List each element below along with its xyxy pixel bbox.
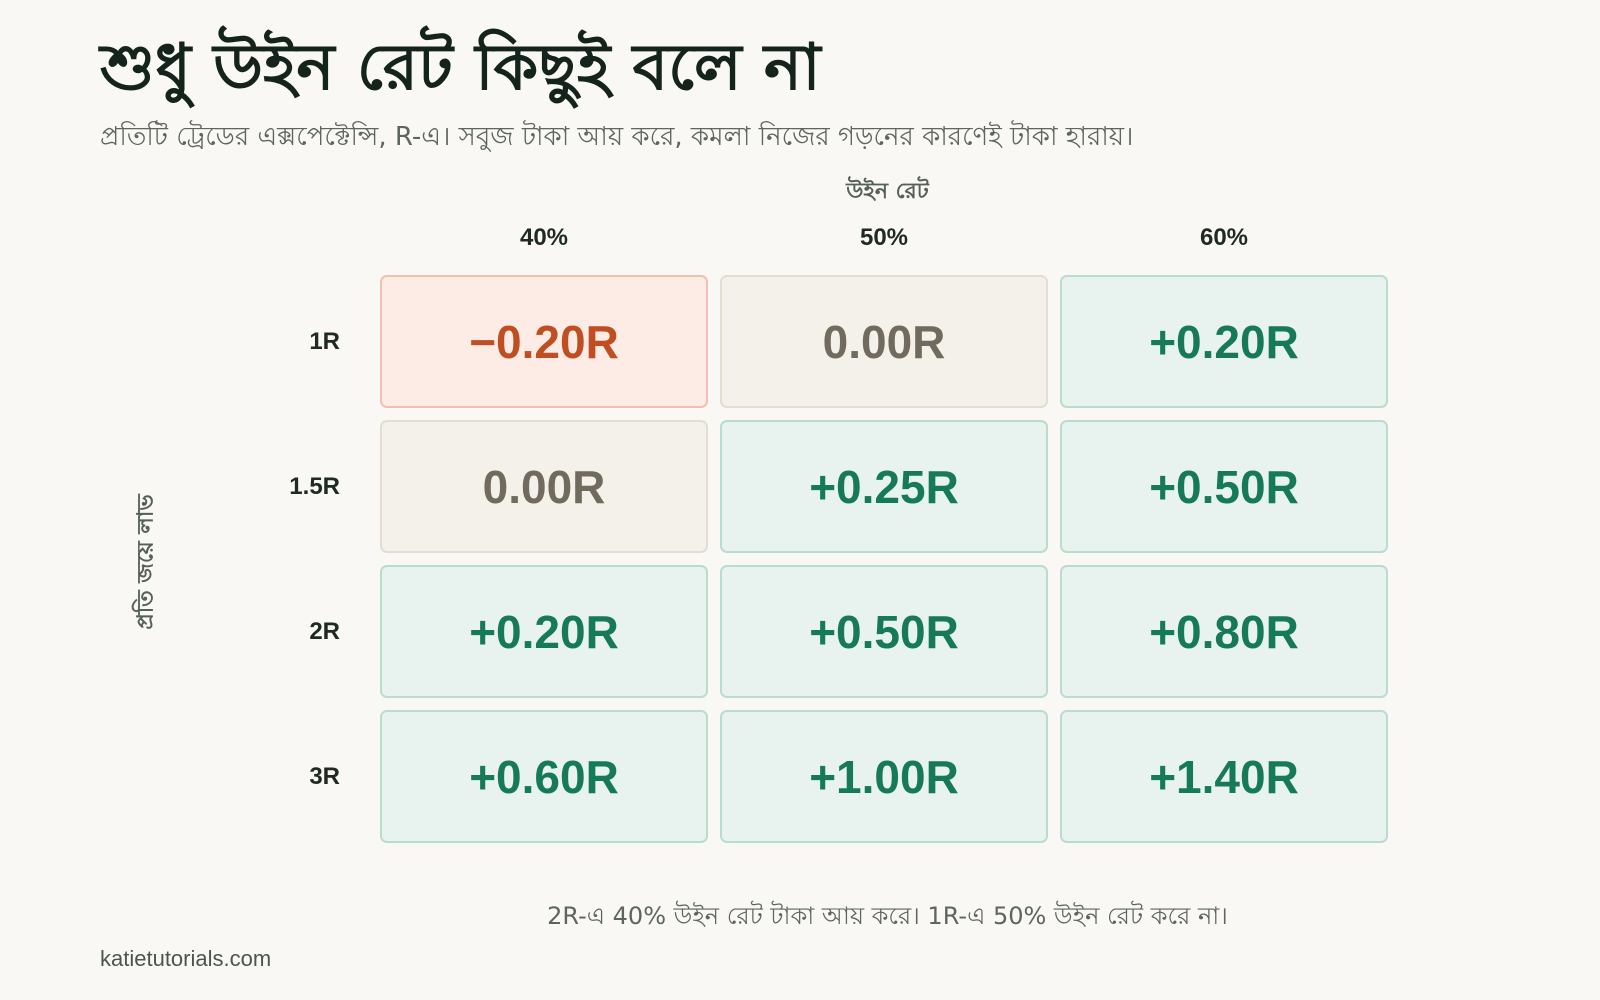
heatmap-cell-r1-c1: −0.20R — [380, 275, 708, 408]
heatmap-cell-r1-c2: 0.00R — [720, 275, 1048, 408]
chart-subtitle: প্রতিটি ট্রেডের এক্সপেক্টেন্সি, R-এ। সবু… — [100, 122, 1134, 152]
heatmap-cell-r2-c3: +0.50R — [1060, 420, 1388, 553]
heatmap-cell-r3-c2: +0.50R — [720, 565, 1048, 698]
heatmap-cell-r3-c1: +0.20R — [380, 565, 708, 698]
heatmap-cell-r3-c3: +0.80R — [1060, 565, 1388, 698]
row-header-4: 3R — [309, 762, 340, 790]
chart-title: শুধু উইন রেট কিছুই বলে না — [100, 31, 821, 105]
row-header-1: 1R — [309, 327, 340, 355]
source-credit: katietutorials.com — [100, 946, 272, 971]
column-header-3: 60% — [1199, 224, 1249, 251]
column-header-1: 40% — [519, 224, 569, 251]
heatmap-cell-r1-c3: +0.20R — [1060, 275, 1388, 408]
heatmap-cell-r4-c3: +1.40R — [1060, 710, 1388, 843]
y-axis-label: প্রতি জয়ে লাভ — [133, 494, 159, 630]
footnote: 2R-এ 40% উইন রেট টাকা আয় করে। 1R-এ 50% … — [547, 902, 1228, 930]
heatmap-cell-r2-c2: +0.25R — [720, 420, 1048, 553]
heatmap-cell-r2-c1: 0.00R — [380, 420, 708, 553]
x-axis-label: উইন রেট — [846, 179, 929, 204]
column-header-2: 50% — [859, 224, 909, 251]
row-header-3: 2R — [309, 617, 340, 645]
heatmap-cell-r4-c1: +0.60R — [380, 710, 708, 843]
row-header-2: 1.5R — [289, 472, 340, 500]
heatmap-cell-r4-c2: +1.00R — [720, 710, 1048, 843]
